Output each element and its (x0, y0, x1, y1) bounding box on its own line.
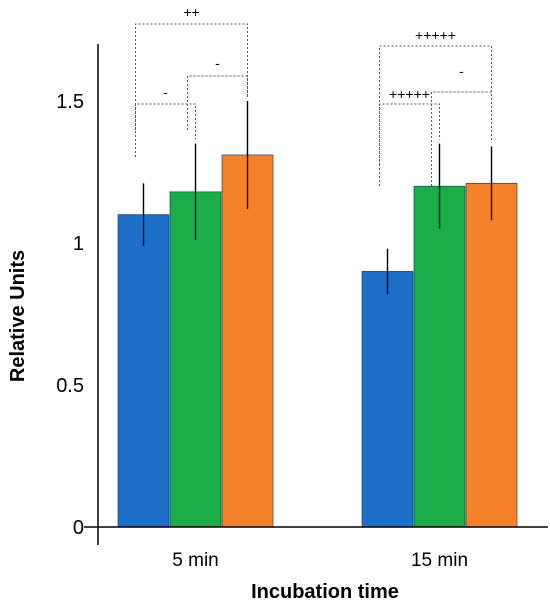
bar (221, 154, 274, 528)
y-axis-title: Relative Units (7, 250, 29, 382)
significance-bracket (431, 91, 492, 186)
y-tick-labels: 0 0.5 1 1.5 (56, 91, 84, 539)
bar (465, 183, 518, 528)
significance-label: - (163, 84, 168, 100)
significance-label: +++++ (389, 86, 430, 102)
bars-layer (117, 154, 518, 528)
significance-label: - (459, 63, 464, 79)
x-axis-title: Incubation time (251, 581, 399, 603)
y-tick-label: 0 (73, 517, 84, 539)
bar (117, 214, 170, 528)
y-tick-label: 0.5 (56, 375, 84, 397)
bar (413, 185, 466, 528)
error-bars-layer (142, 101, 493, 295)
significance-bracket (379, 103, 440, 165)
y-tick-label: 1.5 (56, 91, 84, 113)
significance-bracket (135, 23, 248, 157)
significance-label: ++ (183, 4, 199, 20)
bar (169, 191, 222, 528)
x-category-labels: 5 min 15 min (172, 550, 468, 571)
significance-layer: ++ - - +++++ +++++ - (135, 4, 492, 186)
significance-label: +++++ (415, 27, 456, 43)
significance-bracket (135, 103, 196, 140)
significance-bracket (187, 75, 248, 130)
x-category-label: 15 min (411, 550, 468, 571)
y-tick-label: 1 (73, 233, 84, 255)
x-category-label: 5 min (172, 550, 218, 571)
significance-label: - (215, 55, 220, 71)
significance-bracket (379, 45, 492, 186)
bar (361, 271, 414, 528)
